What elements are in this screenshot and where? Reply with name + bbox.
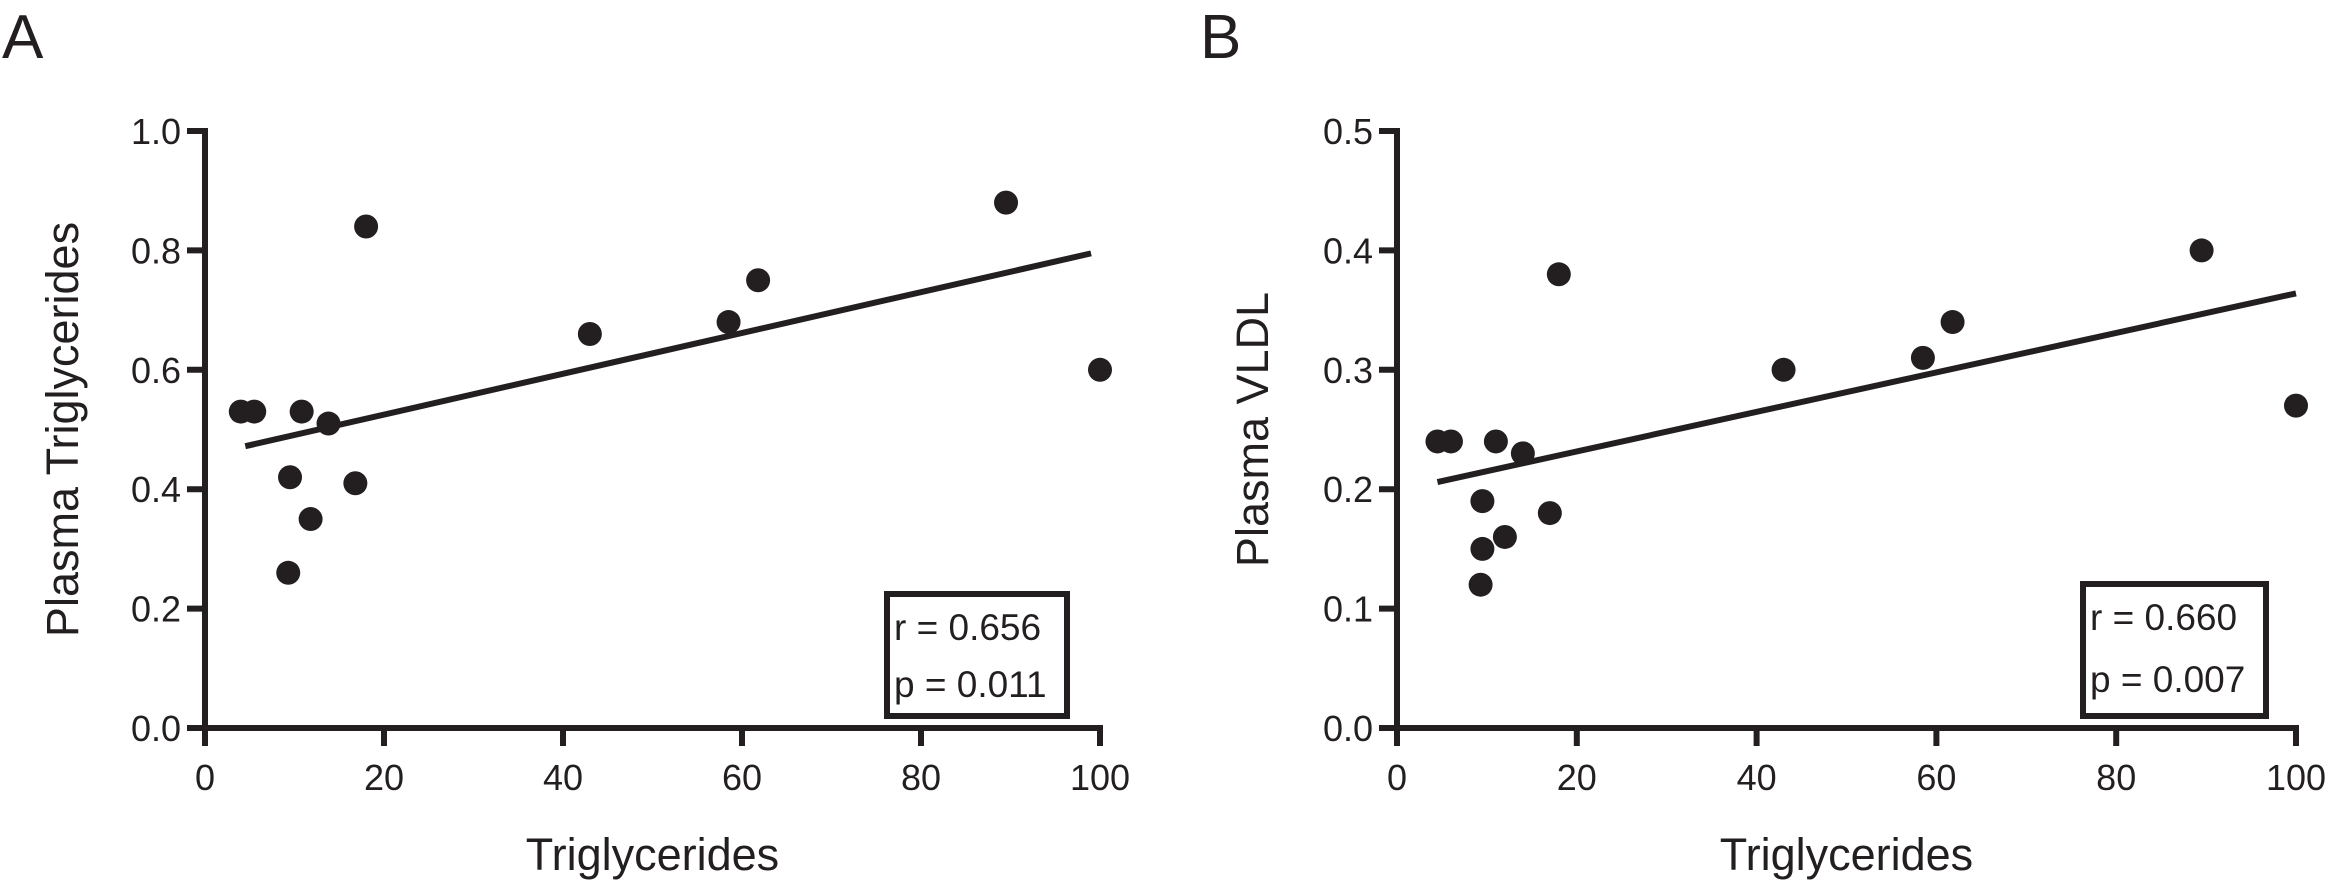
stats-box — [884, 591, 1070, 719]
data-point — [1088, 357, 1112, 382]
panel-label: A — [2, 3, 44, 72]
stats-text: p = 0.007 — [2090, 659, 2245, 700]
data-point — [343, 471, 368, 496]
data-point — [1492, 524, 1517, 549]
data-point — [1510, 441, 1535, 466]
x-tick-label: 0 — [195, 757, 215, 798]
y-tick-label: 0.5 — [1323, 111, 1373, 152]
y-tick-label: 1.0 — [131, 111, 181, 152]
y-tick-label: 0.2 — [131, 589, 181, 630]
stats-box — [2080, 581, 2269, 719]
panel-b: B 0.0 0.1 0.2 0.3 0.4 0.5 0 20 40 60 80 100 Triglycer… — [1200, 3, 2326, 880]
data-point — [1537, 501, 1562, 526]
data-point — [2284, 393, 2308, 418]
data-point — [1910, 345, 1935, 370]
x-axis-label: Triglycerides — [1720, 829, 1973, 880]
data-point — [1771, 357, 1796, 382]
data-point — [1470, 489, 1495, 514]
y-tick-label: 0.6 — [131, 350, 181, 391]
y-tick-label: 0.4 — [131, 469, 181, 510]
data-point — [278, 465, 303, 490]
regression-line — [244, 250, 1092, 450]
data-point — [242, 399, 267, 424]
panel-label: B — [1200, 3, 1241, 72]
data-point — [1940, 310, 1965, 335]
x-tick-label: 20 — [364, 757, 404, 798]
x-axis-label: Triglycerides — [526, 829, 779, 880]
data-point — [746, 268, 771, 293]
x-tick-label: 60 — [1916, 757, 1956, 798]
data-point — [1468, 572, 1493, 597]
x-tick-label: 40 — [1737, 757, 1777, 798]
y-tick-label: 0.0 — [1323, 708, 1373, 749]
y-axis-label: Plasma Triglycerides — [37, 222, 88, 637]
stats-text: r = 0.656 — [894, 607, 1041, 648]
y-tick-label: 0.8 — [131, 230, 181, 271]
data-point — [354, 214, 379, 239]
data-point — [1470, 536, 1495, 561]
x-tick-label: 40 — [543, 757, 583, 798]
x-tick-label: 100 — [2266, 757, 2326, 798]
y-axis-label: Plasma VLDL — [1227, 292, 1278, 567]
x-tick-label: 80 — [2096, 757, 2136, 798]
data-point — [276, 560, 301, 585]
x-tick-label: 0 — [1387, 757, 1407, 798]
y-tick-label: 0.3 — [1323, 350, 1373, 391]
data-point — [1438, 429, 1463, 454]
data-point — [298, 507, 323, 532]
data-point — [716, 310, 741, 335]
data-point — [2189, 238, 2214, 263]
x-tick-label: 100 — [1070, 757, 1130, 798]
regression-line — [1436, 290, 2297, 485]
data-point — [577, 321, 602, 346]
stats-text: r = 0.660 — [2090, 597, 2237, 638]
data-point — [289, 399, 314, 424]
data-point — [1483, 429, 1508, 454]
y-tick-label: 0.4 — [1323, 230, 1373, 271]
y-tick-label: 0.1 — [1323, 589, 1373, 630]
data-point — [994, 190, 1019, 215]
x-tick-label: 20 — [1557, 757, 1597, 798]
panel-a: A 0.0 0.2 0.4 0.6 0.8 1.0 0 20 40 60 80 100 Triglycer… — [2, 3, 1130, 880]
y-tick-label: 0.0 — [131, 708, 181, 749]
x-tick-label: 80 — [901, 757, 941, 798]
y-tick-label: 0.2 — [1323, 469, 1373, 510]
stats-text: p = 0.011 — [894, 664, 1047, 705]
x-tick-label: 60 — [722, 757, 762, 798]
data-point — [1546, 262, 1571, 287]
data-point — [316, 411, 341, 436]
